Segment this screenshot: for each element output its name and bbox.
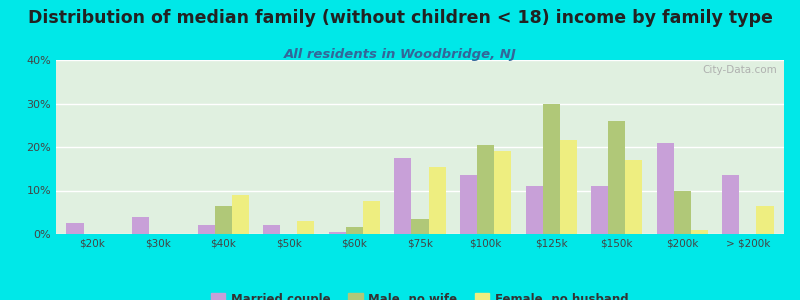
Bar xyxy=(722,175,739,234)
Bar xyxy=(626,160,642,234)
Text: City-Data.com: City-Data.com xyxy=(702,65,777,75)
Bar xyxy=(526,186,542,234)
Text: All residents in Woodbridge, NJ: All residents in Woodbridge, NJ xyxy=(284,48,516,61)
Bar xyxy=(298,221,314,234)
Bar xyxy=(132,217,149,234)
Legend: Married couple, Male, no wife, Female, no husband: Married couple, Male, no wife, Female, n… xyxy=(206,289,634,300)
Bar xyxy=(66,223,83,234)
Text: Distribution of median family (without children < 18) income by family type: Distribution of median family (without c… xyxy=(27,9,773,27)
Bar xyxy=(329,232,346,234)
Bar xyxy=(542,103,560,234)
Bar xyxy=(560,140,577,234)
Bar xyxy=(198,225,214,234)
Bar xyxy=(657,143,674,234)
Bar xyxy=(363,201,380,234)
Bar xyxy=(460,175,477,234)
Bar xyxy=(429,167,446,234)
Bar xyxy=(346,227,363,234)
Bar xyxy=(263,225,280,234)
Bar xyxy=(608,121,626,234)
Bar xyxy=(394,158,411,234)
Bar xyxy=(214,206,232,234)
Bar xyxy=(757,206,774,234)
Bar xyxy=(232,195,249,234)
Bar xyxy=(691,230,708,234)
Bar xyxy=(477,145,494,234)
Bar xyxy=(494,152,511,234)
Bar xyxy=(411,219,429,234)
Bar xyxy=(674,190,691,234)
Bar xyxy=(591,186,608,234)
